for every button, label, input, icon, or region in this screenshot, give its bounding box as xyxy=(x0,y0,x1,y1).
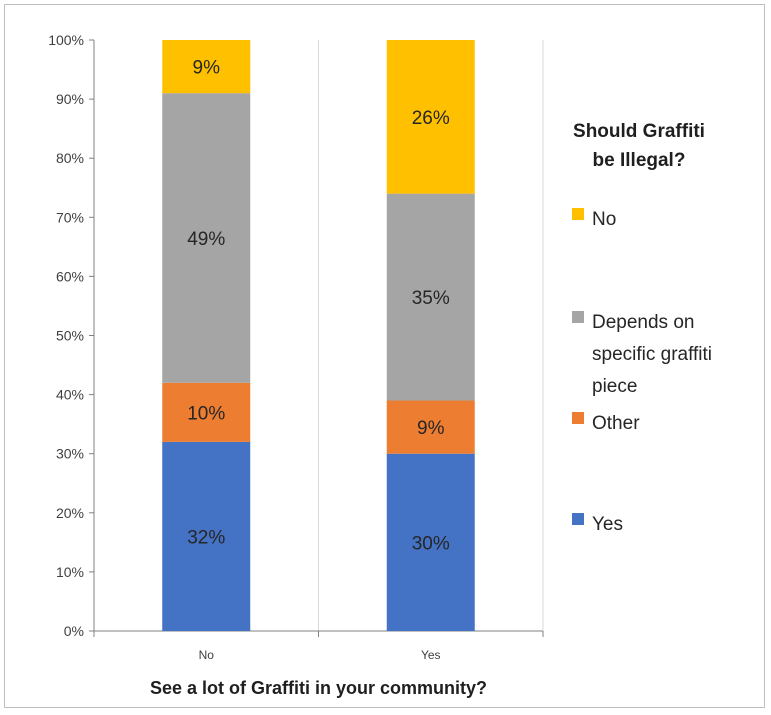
y-tick-label: 30% xyxy=(56,446,84,462)
y-tick-label: 90% xyxy=(56,91,84,107)
y-tick-label: 50% xyxy=(56,328,84,344)
x-tick-label: Yes xyxy=(421,648,441,662)
bar-segment xyxy=(162,382,251,442)
bar-segment xyxy=(386,400,475,454)
y-tick-label: 10% xyxy=(56,564,84,580)
bar-segment xyxy=(386,193,475,401)
chart-frame xyxy=(4,4,765,708)
legend-entry-label: Depends on xyxy=(592,312,694,333)
y-tick-label: 40% xyxy=(56,387,84,403)
legend-entry-label: No xyxy=(592,209,616,230)
data-label: 32% xyxy=(187,527,225,548)
y-tick-label: 20% xyxy=(56,505,84,521)
data-label: 49% xyxy=(187,229,225,250)
bar-segment xyxy=(162,93,251,383)
y-tick-label: 70% xyxy=(56,209,84,225)
data-label: 9% xyxy=(193,58,221,79)
data-label: 10% xyxy=(187,403,225,424)
bar-segment xyxy=(162,441,251,631)
legend-entry-label: Other xyxy=(592,413,640,434)
legend-entry-label: piece xyxy=(592,376,637,397)
legend-entry-label: specific graffiti xyxy=(592,344,712,365)
y-tick-label: 0% xyxy=(64,623,84,639)
data-label: 30% xyxy=(412,533,450,554)
legend-swatch xyxy=(572,412,584,424)
x-tick-label: No xyxy=(199,648,215,662)
legend-title: be Illegal? xyxy=(593,150,686,171)
x-axis-title: See a lot of Graffiti in your community? xyxy=(150,678,487,698)
legend-swatch xyxy=(572,513,584,525)
bar-segment xyxy=(386,40,475,194)
y-tick-label: 60% xyxy=(56,268,84,284)
legend-title: Should Graffiti xyxy=(573,121,705,142)
data-label: 35% xyxy=(412,288,450,309)
data-label: 26% xyxy=(412,108,450,129)
legend-swatch xyxy=(572,208,584,220)
bar-segment xyxy=(162,40,251,94)
bar-segment xyxy=(386,453,475,631)
data-label: 9% xyxy=(417,418,445,439)
y-tick-label: 100% xyxy=(48,32,84,48)
y-tick-label: 80% xyxy=(56,150,84,166)
legend-swatch xyxy=(572,311,584,323)
legend-entry-label: Yes xyxy=(592,514,623,535)
